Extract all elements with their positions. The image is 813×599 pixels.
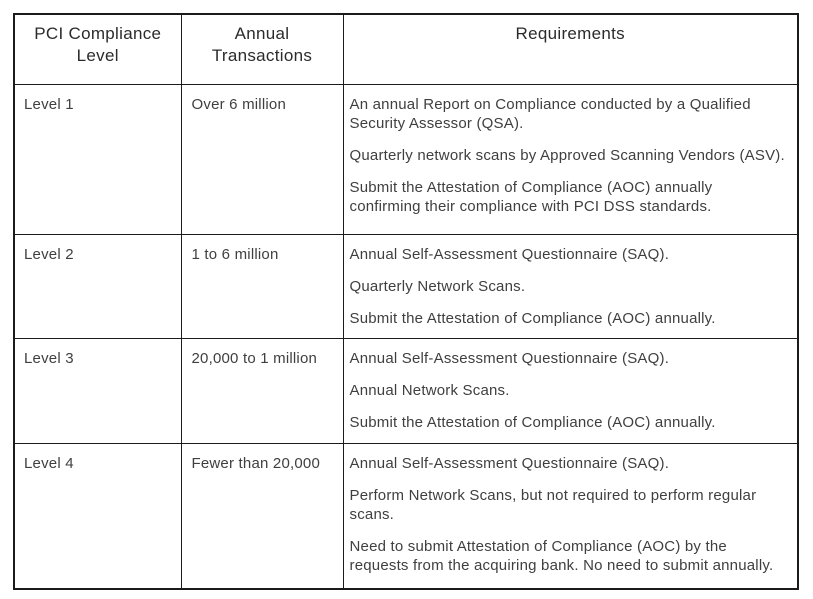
requirement-paragraph: Annual Self-Assessment Questionnaire (SA…: [349, 245, 670, 263]
cell-requirements: Annual Self-Assessment Questionnaire (SA…: [342, 442, 799, 590]
cell-annual-transactions: Over 6 million: [180, 83, 344, 235]
table-row: Level 1 Over 6 million An annual Report on…: [13, 83, 799, 235]
requirement-paragraph: Submit the Attestation of Compliance (AO…: [349, 413, 716, 431]
cell-requirements: An annual Report on Compliance conducted…: [342, 83, 799, 235]
requirement-paragraph: Perform Network Scans, but not required …: [349, 486, 757, 523]
requirement-paragraph: An annual Report on Compliance conducted…: [349, 95, 751, 132]
pci-compliance-table: PCI Compliance Level Annual Transactions…: [13, 13, 799, 590]
cell-annual-transactions: 20,000 to 1 million: [180, 337, 344, 444]
cell-requirements: Annual Self-Assessment Questionnaire (SA…: [342, 337, 799, 444]
header-requirements: Requirements: [342, 13, 799, 85]
cell-compliance-level: Level 3: [13, 337, 182, 444]
cell-compliance-level: Level 2: [13, 233, 182, 339]
requirement-paragraph: Submit the Attestation of Compliance (AO…: [349, 309, 716, 327]
table-body: Level 1 Over 6 million An annual Report on…: [13, 83, 799, 590]
cell-annual-transactions: Fewer than 20,000: [180, 442, 344, 590]
cell-compliance-level: Level 1: [13, 83, 182, 235]
cell-requirements: Annual Self-Assessment Questionnaire (SA…: [342, 233, 799, 339]
requirement-paragraph: Annual Self-Assessment Questionnaire (SA…: [349, 349, 670, 367]
cell-compliance-level: Level 4: [13, 442, 182, 590]
table-row: Level 3 20,000 to 1 million Annual Self-As…: [13, 337, 799, 444]
requirement-paragraph: Need to submit Attestation of Compliance…: [349, 537, 774, 574]
table-row: Level 4 Fewer than 20,000 Annual Self-Asse…: [13, 442, 799, 590]
requirement-paragraph: Annual Self-Assessment Questionnaire (SA…: [349, 454, 670, 472]
requirement-paragraph: Annual Network Scans.: [349, 381, 510, 399]
requirement-paragraph: Quarterly Network Scans.: [349, 277, 526, 295]
header-pci-compliance-level: PCI Compliance Level: [13, 13, 182, 85]
header-annual-transactions: Annual Transactions: [180, 13, 344, 85]
requirement-paragraph: Quarterly network scans by Approved Scan…: [349, 146, 785, 164]
cell-annual-transactions: 1 to 6 million: [180, 233, 344, 339]
header-row: PCI Compliance Level Annual Transactions…: [13, 13, 799, 85]
requirement-paragraph: Submit the Attestation of Compliance (AO…: [349, 178, 713, 215]
